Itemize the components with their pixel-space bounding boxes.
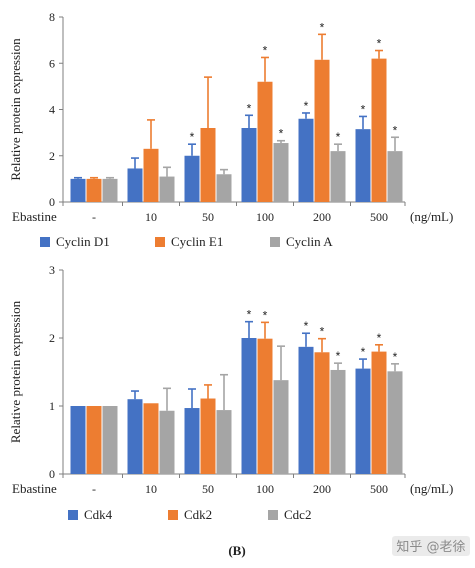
bar-cyclin-a xyxy=(273,143,289,202)
bar-cyclin-d1 xyxy=(298,118,314,202)
figure-caption: (B) xyxy=(228,543,245,558)
significance-marker: * xyxy=(247,308,252,322)
bar-cdk2 xyxy=(143,403,159,474)
bar-cyclin-a xyxy=(159,176,175,202)
bar-cdc2 xyxy=(159,410,175,474)
y-tick-label: 0 xyxy=(49,195,55,209)
legend-label: Cyclin E1 xyxy=(171,234,223,249)
legend-label: Cdk2 xyxy=(184,507,212,522)
significance-marker: * xyxy=(393,123,398,137)
legend-swatch xyxy=(270,237,280,247)
significance-marker: * xyxy=(190,130,195,144)
x-axis-label: Ebastine xyxy=(12,481,57,496)
legend-label: Cdk4 xyxy=(84,507,113,522)
chart-panel-cyclins: 0 2 4 6 8 Relative protein expression Ebastine… xyxy=(8,10,453,249)
x-axis-label: Ebastine xyxy=(12,209,57,224)
watermark-text: 知乎 @老徐 xyxy=(396,539,465,555)
bar-cdk2 xyxy=(257,338,273,474)
significance-marker: * xyxy=(361,102,366,116)
y-tick-label: 4 xyxy=(49,103,55,117)
y-tick-label: 3 xyxy=(49,263,55,277)
significance-marker: * xyxy=(361,345,366,359)
bar-cdk2 xyxy=(371,351,387,474)
y-tick-label: 2 xyxy=(49,331,55,345)
x-tick-label: 10 xyxy=(145,210,157,224)
significance-marker: * xyxy=(393,350,398,364)
legend-swatch xyxy=(168,510,178,520)
significance-marker: * xyxy=(263,308,268,322)
x-tick-label: 10 xyxy=(145,482,157,496)
y-tick-label: 0 xyxy=(49,467,55,481)
x-tick-label: 500 xyxy=(370,210,388,224)
significance-marker: * xyxy=(336,130,341,144)
legend-swatch xyxy=(68,510,78,520)
significance-marker: * xyxy=(377,37,382,51)
significance-marker: * xyxy=(279,127,284,141)
bar-cyclin-d1 xyxy=(127,168,143,202)
significance-marker: * xyxy=(304,99,309,113)
bar-cyclin-e1 xyxy=(314,59,330,202)
bar-cdk4 xyxy=(355,368,371,474)
bar-cdc2 xyxy=(102,406,118,474)
x-tick-label: - xyxy=(92,482,96,496)
y-tick-label: 6 xyxy=(49,56,55,70)
x-tick-label: 100 xyxy=(256,210,274,224)
bar-cdk4 xyxy=(298,346,314,474)
bar-cdk2 xyxy=(200,398,216,474)
bar-cyclin-e1 xyxy=(143,148,159,202)
y-tick-label: 8 xyxy=(49,10,55,24)
chart-panel-cdks: 0 1 2 3 Relative protein expression Ebastine (… xyxy=(8,263,453,522)
bar-cdk4 xyxy=(127,399,143,474)
x-axis-unit: (ng/mL) xyxy=(410,481,453,496)
y-axis-label: Relative protein expression xyxy=(8,38,23,181)
bar-cdk4 xyxy=(241,338,257,474)
bar-cdc2 xyxy=(273,380,289,474)
legend-label: Cdc2 xyxy=(284,507,311,522)
bar-cyclin-d1 xyxy=(184,155,200,202)
x-tick-label: - xyxy=(92,210,96,224)
significance-marker: * xyxy=(377,331,382,345)
bar-cyclin-e1 xyxy=(86,178,102,202)
bar-cyclin-a xyxy=(330,151,346,202)
y-tick-label: 2 xyxy=(49,149,55,163)
bar-cyclin-d1 xyxy=(241,128,257,202)
bar-cyclin-d1 xyxy=(355,129,371,202)
legend-label: Cyclin D1 xyxy=(56,234,110,249)
x-tick-label: 50 xyxy=(202,482,214,496)
bar-cyclin-d1 xyxy=(70,178,86,202)
x-tick-label: 100 xyxy=(256,482,274,496)
x-tick-label: 500 xyxy=(370,482,388,496)
significance-marker: * xyxy=(320,325,325,339)
bar-cyclin-a xyxy=(387,151,403,202)
bar-cyclin-a xyxy=(216,174,232,202)
watermark-backdrop xyxy=(392,536,470,556)
significance-marker: * xyxy=(304,319,309,333)
bar-cdc2 xyxy=(330,369,346,474)
bar-cyclin-e1 xyxy=(371,58,387,202)
legend-swatch xyxy=(268,510,278,520)
x-tick-label: 200 xyxy=(313,482,331,496)
significance-marker: * xyxy=(263,43,268,57)
bar-cdk4 xyxy=(184,408,200,474)
bar-cdc2 xyxy=(387,371,403,474)
bar-cdk2 xyxy=(86,406,102,474)
x-axis-unit: (ng/mL) xyxy=(410,209,453,224)
bar-cyclin-e1 xyxy=(257,81,273,202)
bar-cyclin-e1 xyxy=(200,128,216,202)
significance-marker: * xyxy=(336,349,341,363)
x-tick-label: 200 xyxy=(313,210,331,224)
bar-cyclin-a xyxy=(102,178,118,202)
bar-cdk4 xyxy=(70,406,86,474)
y-axis-label: Relative protein expression xyxy=(8,300,23,443)
significance-marker: * xyxy=(320,20,325,34)
bar-cdk2 xyxy=(314,352,330,474)
legend-swatch xyxy=(155,237,165,247)
legend-label: Cyclin A xyxy=(286,234,333,249)
bar-cdc2 xyxy=(216,410,232,474)
significance-marker: * xyxy=(247,101,252,115)
y-tick-label: 1 xyxy=(49,399,55,413)
legend-swatch xyxy=(40,237,50,247)
x-tick-label: 50 xyxy=(202,210,214,224)
